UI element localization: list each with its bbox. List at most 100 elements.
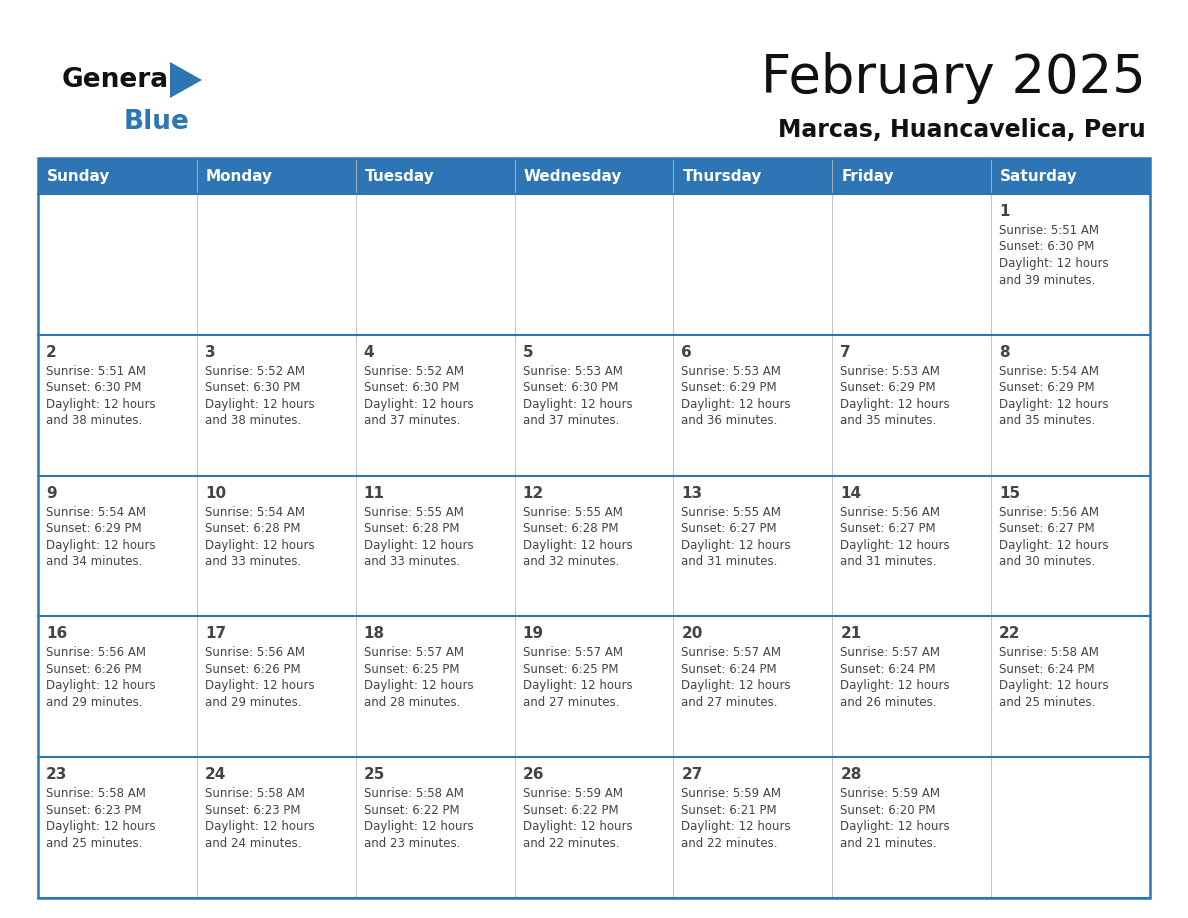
Text: 11: 11 xyxy=(364,486,385,500)
Text: 26: 26 xyxy=(523,767,544,782)
Text: Daylight: 12 hours: Daylight: 12 hours xyxy=(364,539,473,552)
Text: Sunset: 6:30 PM: Sunset: 6:30 PM xyxy=(204,381,301,395)
Text: and 29 minutes.: and 29 minutes. xyxy=(46,696,143,709)
Text: Sunrise: 5:57 AM: Sunrise: 5:57 AM xyxy=(682,646,782,659)
Text: Sunset: 6:23 PM: Sunset: 6:23 PM xyxy=(204,803,301,817)
Text: Sunset: 6:25 PM: Sunset: 6:25 PM xyxy=(364,663,460,676)
Text: Sunset: 6:29 PM: Sunset: 6:29 PM xyxy=(682,381,777,395)
Text: Sunday: Sunday xyxy=(48,170,110,185)
Text: and 21 minutes.: and 21 minutes. xyxy=(840,836,937,850)
Text: Sunrise: 5:58 AM: Sunrise: 5:58 AM xyxy=(999,646,1099,659)
Text: and 36 minutes.: and 36 minutes. xyxy=(682,414,778,427)
Text: Sunrise: 5:58 AM: Sunrise: 5:58 AM xyxy=(364,788,463,800)
Text: Sunset: 6:21 PM: Sunset: 6:21 PM xyxy=(682,803,777,817)
Text: and 25 minutes.: and 25 minutes. xyxy=(999,696,1095,709)
Text: Sunrise: 5:58 AM: Sunrise: 5:58 AM xyxy=(204,788,305,800)
Text: Daylight: 12 hours: Daylight: 12 hours xyxy=(523,679,632,692)
Text: 8: 8 xyxy=(999,345,1010,360)
Text: and 27 minutes.: and 27 minutes. xyxy=(682,696,778,709)
Text: February 2025: February 2025 xyxy=(762,52,1146,104)
Text: Sunrise: 5:54 AM: Sunrise: 5:54 AM xyxy=(46,506,146,519)
Text: Daylight: 12 hours: Daylight: 12 hours xyxy=(682,679,791,692)
Text: and 25 minutes.: and 25 minutes. xyxy=(46,836,143,850)
Text: and 31 minutes.: and 31 minutes. xyxy=(840,555,936,568)
Text: Sunrise: 5:57 AM: Sunrise: 5:57 AM xyxy=(364,646,463,659)
Text: 20: 20 xyxy=(682,626,703,642)
Text: Sunset: 6:28 PM: Sunset: 6:28 PM xyxy=(204,522,301,535)
Text: 28: 28 xyxy=(840,767,861,782)
Text: 4: 4 xyxy=(364,345,374,360)
Text: Sunrise: 5:57 AM: Sunrise: 5:57 AM xyxy=(840,646,940,659)
Text: Sunrise: 5:53 AM: Sunrise: 5:53 AM xyxy=(682,364,782,378)
Text: Sunrise: 5:53 AM: Sunrise: 5:53 AM xyxy=(840,364,940,378)
Text: Sunrise: 5:57 AM: Sunrise: 5:57 AM xyxy=(523,646,623,659)
Text: and 34 minutes.: and 34 minutes. xyxy=(46,555,143,568)
Text: and 26 minutes.: and 26 minutes. xyxy=(840,696,937,709)
Text: Sunrise: 5:54 AM: Sunrise: 5:54 AM xyxy=(999,364,1099,378)
Text: and 35 minutes.: and 35 minutes. xyxy=(840,414,936,427)
Text: Daylight: 12 hours: Daylight: 12 hours xyxy=(364,679,473,692)
Text: Daylight: 12 hours: Daylight: 12 hours xyxy=(523,539,632,552)
Text: 15: 15 xyxy=(999,486,1020,500)
Text: 5: 5 xyxy=(523,345,533,360)
Text: Sunrise: 5:56 AM: Sunrise: 5:56 AM xyxy=(204,646,305,659)
Text: and 38 minutes.: and 38 minutes. xyxy=(204,414,301,427)
Text: 10: 10 xyxy=(204,486,226,500)
Text: Sunrise: 5:51 AM: Sunrise: 5:51 AM xyxy=(46,364,146,378)
Text: 2: 2 xyxy=(46,345,57,360)
Text: and 32 minutes.: and 32 minutes. xyxy=(523,555,619,568)
Text: 6: 6 xyxy=(682,345,693,360)
Text: 12: 12 xyxy=(523,486,544,500)
Text: Sunset: 6:30 PM: Sunset: 6:30 PM xyxy=(46,381,141,395)
Text: 19: 19 xyxy=(523,626,544,642)
Text: 18: 18 xyxy=(364,626,385,642)
Text: Sunrise: 5:58 AM: Sunrise: 5:58 AM xyxy=(46,788,146,800)
Text: Sunrise: 5:59 AM: Sunrise: 5:59 AM xyxy=(682,788,782,800)
Text: Daylight: 12 hours: Daylight: 12 hours xyxy=(840,820,950,834)
Text: Monday: Monday xyxy=(206,170,273,185)
Text: and 38 minutes.: and 38 minutes. xyxy=(46,414,143,427)
Text: Daylight: 12 hours: Daylight: 12 hours xyxy=(682,539,791,552)
Text: and 31 minutes.: and 31 minutes. xyxy=(682,555,778,568)
Text: and 30 minutes.: and 30 minutes. xyxy=(999,555,1095,568)
Text: Friday: Friday xyxy=(841,170,893,185)
Text: and 33 minutes.: and 33 minutes. xyxy=(204,555,301,568)
Text: Sunset: 6:26 PM: Sunset: 6:26 PM xyxy=(46,663,141,676)
Text: Daylight: 12 hours: Daylight: 12 hours xyxy=(682,820,791,834)
Text: 14: 14 xyxy=(840,486,861,500)
Text: 9: 9 xyxy=(46,486,57,500)
Text: Daylight: 12 hours: Daylight: 12 hours xyxy=(204,397,315,410)
Text: Sunrise: 5:55 AM: Sunrise: 5:55 AM xyxy=(523,506,623,519)
Text: Daylight: 12 hours: Daylight: 12 hours xyxy=(364,820,473,834)
Text: Daylight: 12 hours: Daylight: 12 hours xyxy=(46,679,156,692)
Text: Sunset: 6:28 PM: Sunset: 6:28 PM xyxy=(364,522,460,535)
Text: Sunrise: 5:56 AM: Sunrise: 5:56 AM xyxy=(999,506,1099,519)
Text: Thursday: Thursday xyxy=(682,170,762,185)
Text: Daylight: 12 hours: Daylight: 12 hours xyxy=(999,539,1108,552)
Text: and 28 minutes.: and 28 minutes. xyxy=(364,696,460,709)
Text: Sunrise: 5:56 AM: Sunrise: 5:56 AM xyxy=(840,506,940,519)
Text: Daylight: 12 hours: Daylight: 12 hours xyxy=(46,539,156,552)
Text: Sunset: 6:24 PM: Sunset: 6:24 PM xyxy=(840,663,936,676)
Text: Sunrise: 5:55 AM: Sunrise: 5:55 AM xyxy=(364,506,463,519)
Text: Sunset: 6:29 PM: Sunset: 6:29 PM xyxy=(999,381,1095,395)
Text: Sunrise: 5:52 AM: Sunrise: 5:52 AM xyxy=(364,364,463,378)
Bar xyxy=(38,158,1150,194)
Text: Sunset: 6:24 PM: Sunset: 6:24 PM xyxy=(682,663,777,676)
Text: and 27 minutes.: and 27 minutes. xyxy=(523,696,619,709)
Text: Daylight: 12 hours: Daylight: 12 hours xyxy=(840,679,950,692)
Polygon shape xyxy=(170,62,202,98)
Text: Sunrise: 5:59 AM: Sunrise: 5:59 AM xyxy=(523,788,623,800)
Text: Sunrise: 5:53 AM: Sunrise: 5:53 AM xyxy=(523,364,623,378)
Text: Sunset: 6:27 PM: Sunset: 6:27 PM xyxy=(682,522,777,535)
Text: Sunset: 6:22 PM: Sunset: 6:22 PM xyxy=(364,803,460,817)
Text: Sunset: 6:23 PM: Sunset: 6:23 PM xyxy=(46,803,141,817)
Text: Sunrise: 5:51 AM: Sunrise: 5:51 AM xyxy=(999,224,1099,237)
Text: and 29 minutes.: and 29 minutes. xyxy=(204,696,302,709)
Text: 16: 16 xyxy=(46,626,68,642)
Text: Marcas, Huancavelica, Peru: Marcas, Huancavelica, Peru xyxy=(778,118,1146,142)
Text: 23: 23 xyxy=(46,767,68,782)
Text: Tuesday: Tuesday xyxy=(365,170,435,185)
Text: and 37 minutes.: and 37 minutes. xyxy=(364,414,460,427)
Text: Sunset: 6:29 PM: Sunset: 6:29 PM xyxy=(840,381,936,395)
